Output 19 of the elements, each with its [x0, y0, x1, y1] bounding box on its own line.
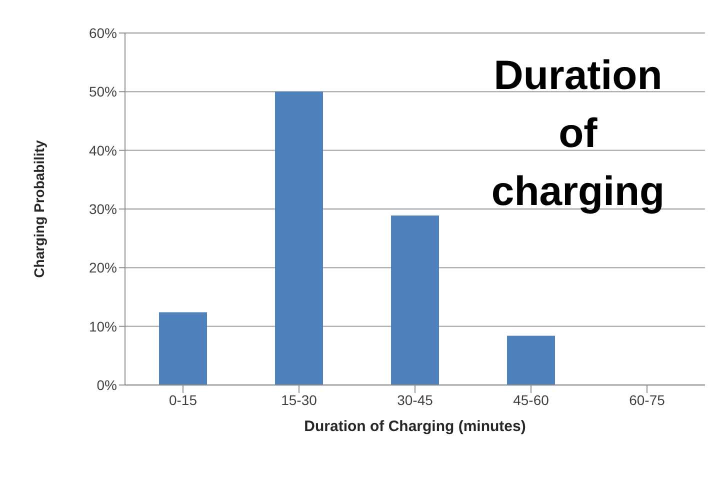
- x-tick-label: 15-30: [281, 392, 318, 408]
- y-tick-label: 30%: [88, 200, 117, 217]
- x-tick-label: 30-45: [397, 392, 434, 408]
- y-tick-label: 20%: [88, 260, 117, 276]
- x-tick-label: 45-60: [513, 392, 550, 408]
- text: Duration of charging: [490, 51, 666, 216]
- x-axis-title: Duration of Charging (minutes): [304, 418, 526, 435]
- y-tick-label: 60%: [88, 24, 117, 41]
- y-tick-label: 40%: [88, 142, 117, 158]
- bar: [507, 336, 555, 385]
- y-tick-label: 10%: [88, 318, 117, 334]
- x-tick-label: 0-15: [168, 392, 198, 408]
- bar: [391, 215, 439, 385]
- bar: [275, 92, 323, 385]
- y-axis-title: Charging Probability: [30, 140, 47, 278]
- bar: [159, 312, 207, 385]
- y-tick-label: 50%: [88, 84, 117, 100]
- y-tick-label: 0%: [96, 376, 117, 393]
- x-tick-label: 60-75: [629, 392, 666, 408]
